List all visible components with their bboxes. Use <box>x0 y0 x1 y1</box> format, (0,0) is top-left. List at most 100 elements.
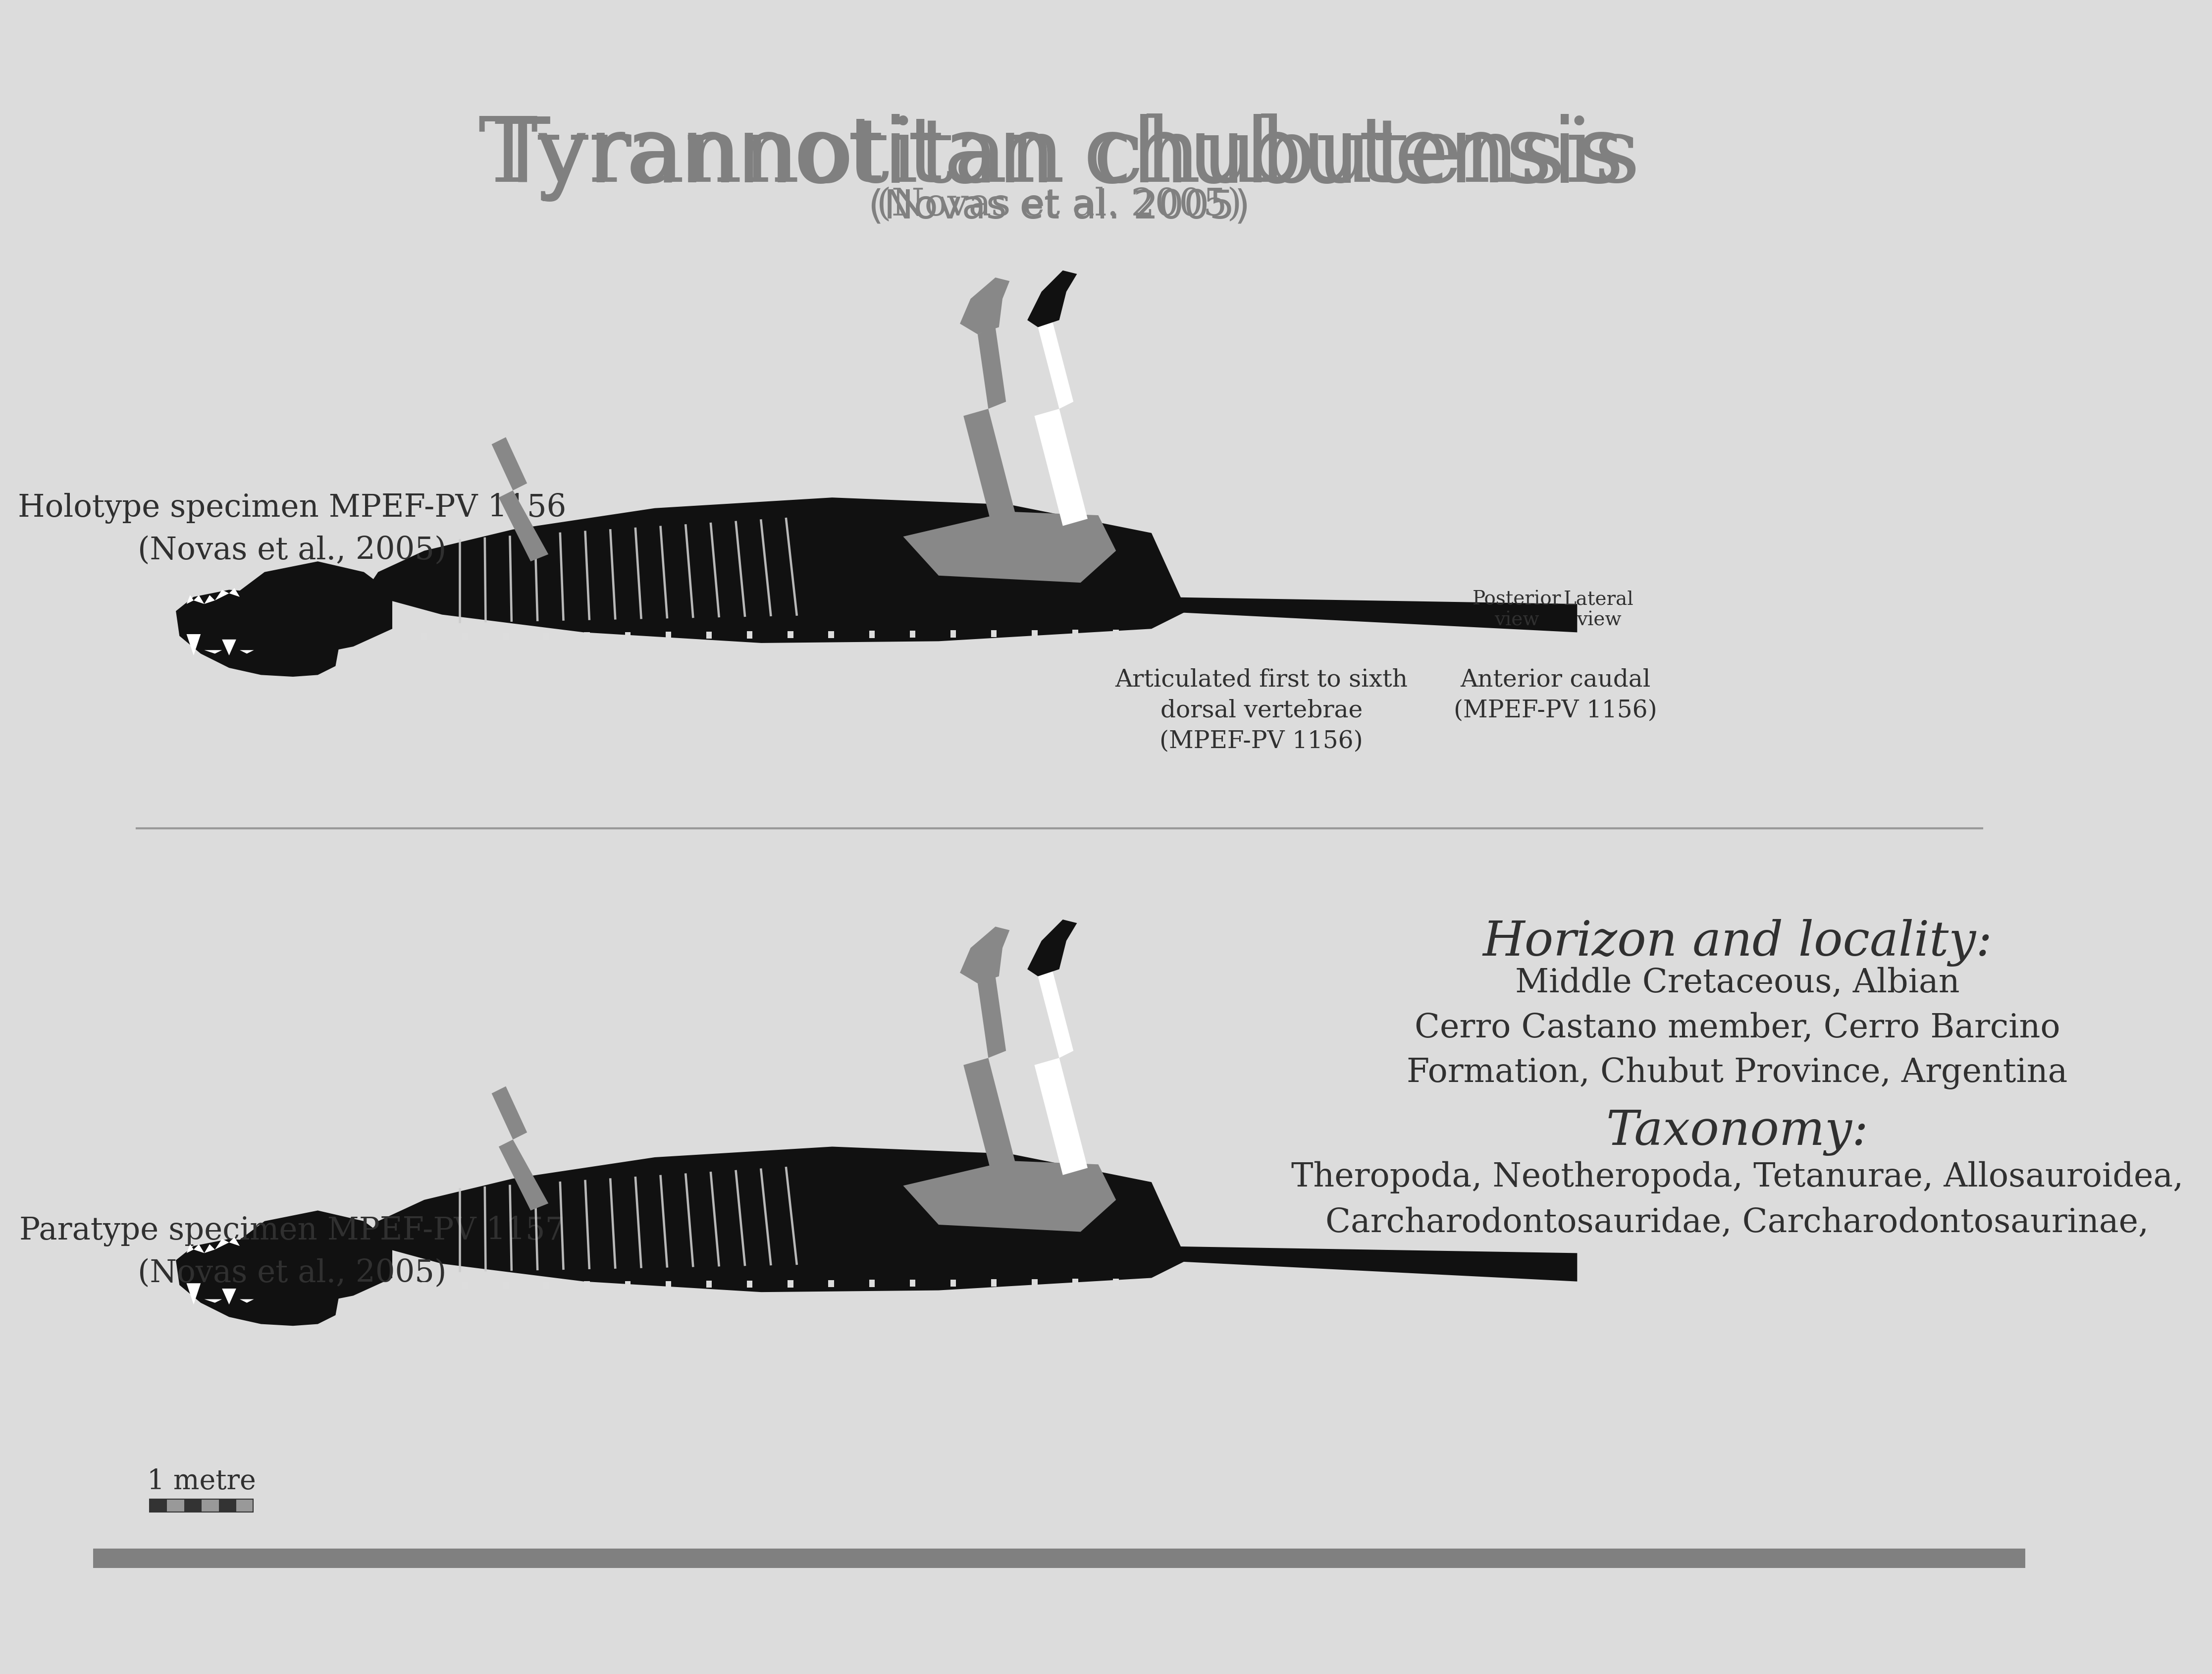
Text: Holotype specimen MPEF-PV 1156
(Novas et al., 2005): Holotype specimen MPEF-PV 1156 (Novas et… <box>18 494 566 566</box>
Bar <box>166 1498 184 1512</box>
Polygon shape <box>186 634 201 656</box>
Text: Tyrannotitan chubutensis: Tyrannotitan chubutensis <box>495 114 1624 201</box>
Circle shape <box>263 644 288 670</box>
Bar <box>951 1279 956 1287</box>
Polygon shape <box>902 512 1117 583</box>
Polygon shape <box>1035 1058 1088 1175</box>
Polygon shape <box>230 588 239 598</box>
Bar <box>544 1282 549 1289</box>
Polygon shape <box>239 1299 254 1302</box>
Polygon shape <box>498 1140 549 1210</box>
Text: Paratype specimen MPEF-PV 1157
(Novas et al., 2005): Paratype specimen MPEF-PV 1157 (Novas et… <box>20 1215 564 1289</box>
Bar <box>909 631 916 638</box>
Polygon shape <box>964 408 1018 526</box>
Polygon shape <box>204 650 221 653</box>
Bar <box>93 1548 2026 1569</box>
Polygon shape <box>232 1210 392 1306</box>
Bar <box>237 1498 254 1512</box>
Bar <box>787 631 794 638</box>
Bar <box>584 633 591 639</box>
Polygon shape <box>960 927 1009 983</box>
Polygon shape <box>1035 408 1088 526</box>
Bar <box>787 1281 794 1287</box>
Polygon shape <box>1026 919 1077 976</box>
Polygon shape <box>215 589 230 601</box>
Bar <box>951 631 956 638</box>
Bar <box>991 1279 998 1286</box>
Bar <box>420 633 427 639</box>
Bar <box>706 631 712 639</box>
Bar <box>584 1281 591 1289</box>
Polygon shape <box>230 1237 239 1245</box>
Polygon shape <box>215 1239 230 1249</box>
Bar <box>869 1281 874 1287</box>
Bar <box>462 633 467 639</box>
Polygon shape <box>177 1239 338 1326</box>
Bar <box>1113 629 1119 636</box>
Text: Taxonomy:: Taxonomy: <box>1606 1110 1869 1157</box>
Polygon shape <box>177 589 338 676</box>
Text: Theropoda, Neotheropoda, Tetanurae, Allosauroidea,
Carcharodontosauridae, Carcha: Theropoda, Neotheropoda, Tetanurae, Allo… <box>1292 1162 2183 1239</box>
Polygon shape <box>221 1289 237 1304</box>
Text: Horizon and locality:: Horizon and locality: <box>1482 919 1993 966</box>
Text: Lateral
view: Lateral view <box>1564 591 1635 629</box>
Bar <box>1031 629 1037 638</box>
Polygon shape <box>204 1244 215 1254</box>
Polygon shape <box>204 594 215 604</box>
Bar <box>666 1281 670 1287</box>
Bar <box>150 1498 254 1512</box>
Bar <box>201 1498 219 1512</box>
Text: 1 metre: 1 metre <box>146 1468 257 1495</box>
Bar <box>150 1498 166 1512</box>
Polygon shape <box>491 437 526 490</box>
Bar <box>909 1279 916 1287</box>
Polygon shape <box>1037 969 1073 1058</box>
Text: (Novas et al. 2005): (Novas et al. 2005) <box>876 186 1241 223</box>
Bar <box>748 631 752 638</box>
Polygon shape <box>978 326 1006 408</box>
Polygon shape <box>491 1086 526 1140</box>
Text: Middle Cretaceous, Albian
Cerro Castano member, Cerro Barcino
Formation, Chubut : Middle Cretaceous, Albian Cerro Castano … <box>1407 966 2068 1090</box>
Bar <box>420 1282 427 1289</box>
Text: Posterior
view: Posterior view <box>1473 591 1562 629</box>
Text: Anterior caudal
(MPEF-PV 1156): Anterior caudal (MPEF-PV 1156) <box>1453 668 1657 721</box>
Polygon shape <box>365 497 1188 643</box>
Bar <box>706 1281 712 1287</box>
Bar <box>991 629 998 638</box>
Polygon shape <box>186 1284 201 1304</box>
Polygon shape <box>960 278 1009 335</box>
Bar <box>666 631 670 639</box>
Polygon shape <box>186 1244 195 1254</box>
Polygon shape <box>964 1058 1018 1175</box>
Bar <box>827 631 834 638</box>
Bar <box>869 631 874 638</box>
Polygon shape <box>239 650 254 653</box>
Bar <box>1073 1279 1077 1286</box>
Polygon shape <box>232 561 392 658</box>
Bar <box>827 1281 834 1287</box>
Bar <box>184 1498 201 1512</box>
Polygon shape <box>204 1299 221 1302</box>
Bar <box>544 633 549 639</box>
Bar <box>1073 629 1077 636</box>
Polygon shape <box>978 976 1006 1058</box>
Polygon shape <box>1152 1245 1577 1282</box>
Polygon shape <box>1152 598 1577 633</box>
Bar <box>624 1281 630 1289</box>
Polygon shape <box>221 639 237 656</box>
Bar <box>462 1282 467 1289</box>
Bar <box>748 1281 752 1287</box>
Polygon shape <box>498 490 549 561</box>
Polygon shape <box>186 594 195 604</box>
Bar <box>1031 1279 1037 1286</box>
Circle shape <box>263 1294 288 1319</box>
Bar <box>219 1498 237 1512</box>
Bar <box>624 633 630 639</box>
Text: Articulated first to sixth
dorsal vertebrae
(MPEF-PV 1156): Articulated first to sixth dorsal verteb… <box>1115 668 1407 753</box>
Bar <box>502 633 509 639</box>
Polygon shape <box>195 594 204 604</box>
Text: Tyrannotitan chubutensis: Tyrannotitan chubutensis <box>478 114 1639 201</box>
Polygon shape <box>1037 320 1073 408</box>
Bar <box>502 1282 509 1289</box>
Bar <box>1113 1279 1119 1286</box>
